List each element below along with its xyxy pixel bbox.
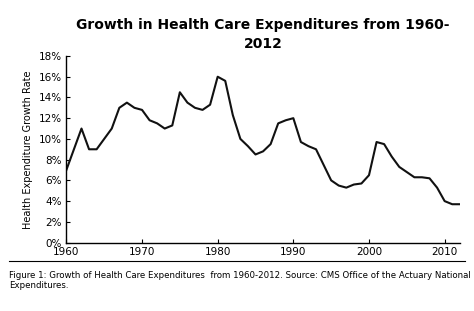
Title: Growth in Health Care Expenditures from 1960-
2012: Growth in Health Care Expenditures from … <box>76 18 450 51</box>
Y-axis label: Health Expenditure Growth Rate: Health Expenditure Growth Rate <box>23 70 33 229</box>
Text: Figure 1: Growth of Health Care Expenditures  from 1960-2012. Source: CMS Office: Figure 1: Growth of Health Care Expendit… <box>9 271 474 290</box>
